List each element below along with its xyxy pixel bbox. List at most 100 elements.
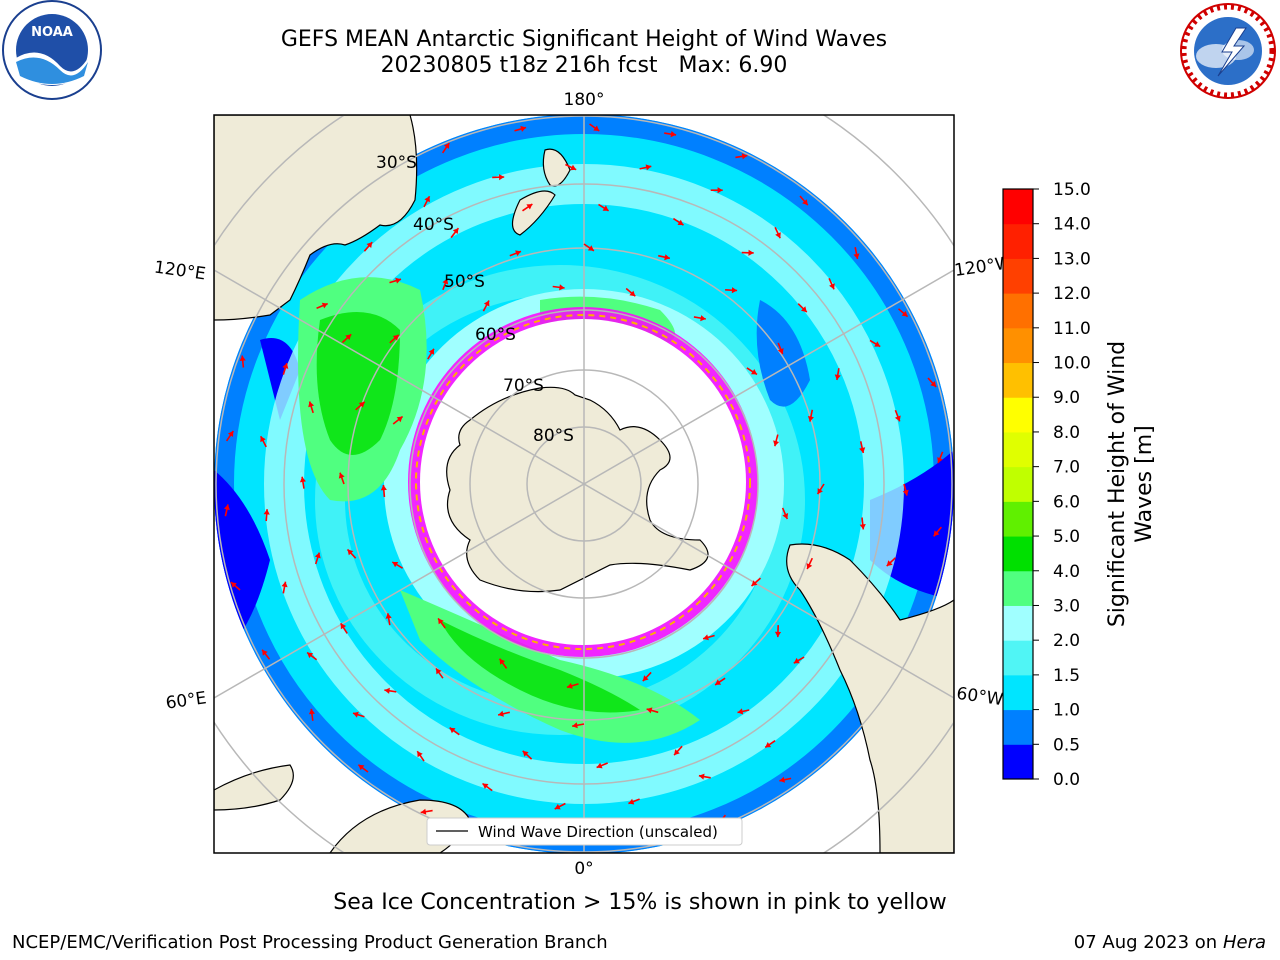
colorbar-tick-label: 1.5 <box>1053 666 1080 686</box>
colorbar-segment <box>1003 674 1033 711</box>
wave-arrow-head <box>358 764 365 771</box>
wave-arrow-head <box>664 254 670 261</box>
colorbar-segment <box>1003 536 1033 572</box>
wave-arrow-head <box>765 742 772 748</box>
colorbar-segment <box>1003 189 1033 225</box>
wave-arrow-head <box>307 652 314 659</box>
colorbar-tick-label: 3.0 <box>1053 596 1080 616</box>
wave-arrow-head <box>230 582 237 588</box>
colorbar-segment <box>1003 640 1033 676</box>
lat-label-40s: 40°S <box>413 215 454 235</box>
colorbar-segment <box>1003 501 1033 537</box>
wave-arrow-head <box>554 803 561 810</box>
wave-arrow-head <box>937 457 943 463</box>
wave-arrow-head <box>338 472 345 479</box>
wave-arrow-head <box>802 199 808 206</box>
wave-arrow-head <box>282 363 289 369</box>
wave-arrow-head <box>674 749 680 756</box>
wave-arrow-head <box>520 125 527 132</box>
wave-arrow-head <box>559 284 565 291</box>
colorbar-border <box>1002 188 1034 780</box>
wave-arrow-head <box>392 334 399 341</box>
colorbar-tick-label: 4.0 <box>1053 562 1080 582</box>
colorbar-tick-label: 14.0 <box>1053 215 1091 235</box>
colorbar-segment <box>1003 327 1033 364</box>
colorbar-label-line2: Waves [m] <box>1132 425 1157 542</box>
wave-arrow-head <box>901 310 908 317</box>
max-label: Max: 6.90 <box>678 53 788 78</box>
wave-arrow-head <box>859 447 866 453</box>
south-america-land <box>786 543 954 853</box>
wave-arrow-head <box>281 581 288 588</box>
wave-arrow-head <box>498 710 504 717</box>
wave-arrow-head <box>717 187 723 194</box>
wave-arrow-head <box>570 164 577 171</box>
wave-arrow-head <box>700 315 706 322</box>
noaa-logo-text: NOAA <box>31 25 73 40</box>
colorbar-segment <box>1003 744 1033 780</box>
lon-label-120e: 120°E <box>153 257 207 284</box>
lon-label-60e: 60°E <box>165 688 208 713</box>
wave-arrow-head <box>628 798 635 805</box>
wave-arrow-head <box>436 668 442 675</box>
lon-label-0: 0° <box>574 859 593 879</box>
wave-arrow-head <box>308 401 315 408</box>
wave-arrow-head <box>894 415 901 422</box>
run-label: 20230805 t18z 216h fcst <box>380 53 658 78</box>
colorbar-segment <box>1003 223 1033 259</box>
colorbar-tick-label: 8.0 <box>1053 423 1080 443</box>
wave-arrow-head <box>587 245 594 251</box>
colorbar-segment <box>1003 431 1033 468</box>
colorbar-tick-label: 11.0 <box>1053 319 1091 339</box>
wave-arrow-head <box>773 440 780 447</box>
colorbar-segment <box>1003 709 1033 745</box>
wave-arrow-head <box>874 341 881 347</box>
wave-arrow-head <box>593 125 600 131</box>
wave-arrow-head <box>395 277 401 284</box>
branch-credit: NCEP/EMC/Verification Post Processing Pr… <box>12 932 608 953</box>
wave-arrow-head <box>859 524 866 530</box>
wave-arrow-head <box>775 232 781 239</box>
wave-arrow-head <box>396 416 403 423</box>
wave-arrow-head <box>321 302 328 309</box>
host-label: Hera <box>1222 932 1266 953</box>
colorbar-segment <box>1003 293 1033 329</box>
wave-arrow-head <box>677 219 684 226</box>
colorbar-tick-label: 1.0 <box>1053 701 1080 721</box>
wave-arrow-head <box>420 808 427 815</box>
wave-arrow-head <box>801 306 807 313</box>
wave-arrow-head <box>853 253 860 259</box>
wave-arrow-head <box>353 711 359 718</box>
wave-arrow-head <box>703 634 709 641</box>
colorbar-tick-label: 2.0 <box>1053 631 1080 651</box>
wave-arrow-head <box>646 707 653 714</box>
wave-arrow-head <box>428 348 434 355</box>
wave-arrow-head <box>340 623 347 630</box>
wave-arrow-head <box>698 773 705 780</box>
colorbar-tick-label: 12.0 <box>1053 284 1091 304</box>
colorbar-segment <box>1003 397 1033 433</box>
wave-arrow-head <box>239 355 246 361</box>
wave-arrow-head <box>793 657 800 664</box>
colorbar-ticks: 0.0 0.5 1.0 1.5 2.0 3.0 4.0 5.0 6.0 7.0 8.0 9.0 10.0… <box>1033 180 1091 790</box>
wave-arrow-head <box>522 750 529 757</box>
wave-arrow-head <box>886 560 893 567</box>
wave-arrow-head <box>417 751 423 758</box>
wave-arrow-head <box>385 613 392 619</box>
graticule <box>214 115 954 853</box>
wave-arrow-head <box>751 369 757 375</box>
colorbar-segment <box>1003 570 1033 606</box>
wave-arrow-head <box>299 476 306 483</box>
antarctica-land <box>446 386 709 593</box>
colorbar-segment <box>1003 605 1033 641</box>
run-date: 07 Aug 2023 on Hera <box>1074 932 1266 953</box>
colorbar-tick-label: 6.0 <box>1053 492 1080 512</box>
wave-arrow-head <box>515 250 521 257</box>
wave-arrow-head <box>442 278 449 285</box>
wave-arrow-head <box>741 153 748 160</box>
wave-arrow-head <box>347 549 354 556</box>
wave-arrow-head <box>829 283 835 290</box>
colorbar-segment <box>1003 258 1033 294</box>
colorbar-segment <box>1003 362 1033 398</box>
colorbar-tick-label: 7.0 <box>1053 458 1080 478</box>
